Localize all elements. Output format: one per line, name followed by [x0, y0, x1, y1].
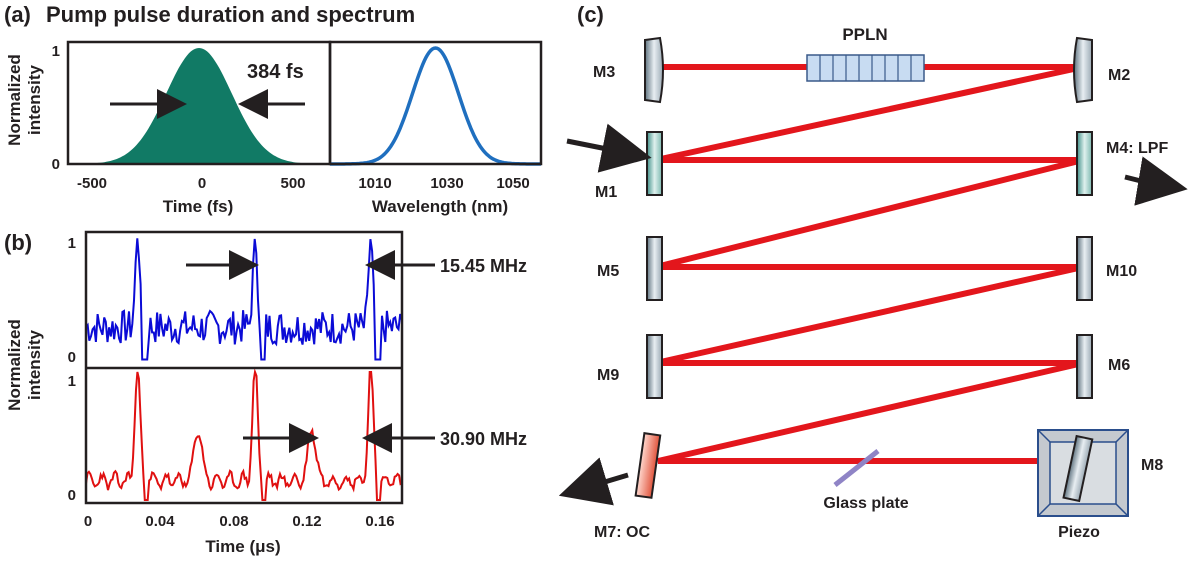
spectrum-line — [330, 46, 541, 166]
glass-plate-label: Glass plate — [823, 495, 908, 512]
label-m10: M10 — [1106, 263, 1137, 280]
cavity-beam — [653, 64, 1084, 464]
glass-plate — [833, 449, 880, 487]
oc-output-arrow — [558, 457, 629, 506]
label-m6: M6 — [1108, 357, 1130, 374]
panel-b-ylabel-2: intensity — [25, 330, 44, 400]
pulse-train-xtick-004: 0.04 — [145, 513, 175, 530]
panel-a-ytick-1: 1 — [52, 43, 60, 60]
pulse-train-bottom-ytick-0: 0 — [68, 487, 76, 504]
pulse-xlabel: Time (fs) — [163, 197, 234, 216]
pulse-train-xlabel: Time (μs) — [205, 537, 280, 556]
label-m9: M9 — [597, 367, 619, 384]
label-m8: M8 — [1141, 457, 1163, 474]
label-m1: M1 — [595, 184, 617, 201]
label-m3: M3 — [593, 64, 615, 81]
output-arrow-dash — [1124, 174, 1142, 184]
pulse-train-top-ytick-1: 1 — [68, 235, 76, 252]
panel-a-ylabel-1: Normalized — [5, 54, 24, 146]
pump-input-arrow — [566, 123, 652, 173]
ppln-crystal — [806, 54, 925, 82]
pulse-train-xtick-016: 0.16 — [365, 513, 394, 530]
mirror-m4-lpf — [1076, 131, 1093, 196]
pulse-duration-label: 384 fs — [247, 61, 304, 83]
rate-top-label: 15.45 MHz — [440, 256, 527, 276]
panel-a-ytick-0: 0 — [52, 156, 60, 173]
spectrum-xlabel: Wavelength (nm) — [372, 197, 508, 216]
pulse-train-bottom-ytick-1: 1 — [68, 373, 76, 390]
pulse-xtick-0: 0 — [198, 175, 206, 192]
mirror-m10 — [1076, 236, 1093, 301]
label-m7-oc: M7: OC — [594, 524, 650, 541]
label-m4-lpf: M4: LPF — [1106, 140, 1168, 157]
ppln-label: PPLN — [842, 25, 887, 44]
pulse-xtick-neg500: -500 — [77, 175, 107, 192]
spectrum-xtick-1030: 1030 — [430, 175, 463, 192]
mirror-m7-oc — [634, 432, 662, 499]
spectrum-xtick-1010: 1010 — [358, 175, 391, 192]
mirror-m2 — [1073, 36, 1093, 104]
mirror-m8 — [1062, 434, 1094, 503]
mirror-m3 — [644, 36, 664, 104]
mirror-m5 — [646, 236, 663, 301]
pulse-xtick-500: 500 — [280, 175, 305, 192]
pulse-train-top-line — [85, 238, 403, 361]
pulse-train-xtick-012: 0.12 — [292, 513, 321, 530]
mirror-m1 — [646, 131, 663, 196]
panel-c-tag: (c) — [577, 2, 604, 27]
piezo-mount — [1037, 429, 1129, 517]
ppln-body — [806, 54, 925, 82]
pulse-duration-plot: 384 fs — [66, 40, 332, 166]
output-arrow-head — [1134, 156, 1188, 206]
pulse-train-xtick-008: 0.08 — [219, 513, 248, 530]
label-m2: M2 — [1108, 67, 1130, 84]
panel-a-tag: (a) — [4, 2, 31, 27]
pulse-train-xtick-0: 0 — [84, 513, 92, 530]
pulse-area — [78, 48, 320, 164]
piezo-label: Piezo — [1058, 524, 1100, 541]
spectrum-plot-frame — [328, 40, 543, 166]
spectrum-xtick-1050: 1050 — [496, 175, 529, 192]
pulse-train-bottom-line — [85, 368, 403, 501]
spectrum-plot — [328, 40, 543, 166]
label-m5: M5 — [597, 263, 619, 280]
mirror-m9 — [646, 334, 663, 399]
mirror-m6 — [1076, 334, 1093, 399]
panel-b-ylabel-1: Normalized — [5, 319, 24, 411]
panel-b-tag: (b) — [4, 230, 32, 255]
panel-a-ylabel-2: intensity — [25, 65, 44, 135]
rate-bottom-label: 30.90 MHz — [440, 429, 527, 449]
panel-a-title: Pump pulse duration and spectrum — [46, 2, 415, 27]
pulse-train-top-ytick-0: 0 — [68, 349, 76, 366]
cavity-beam-path — [653, 64, 1084, 464]
